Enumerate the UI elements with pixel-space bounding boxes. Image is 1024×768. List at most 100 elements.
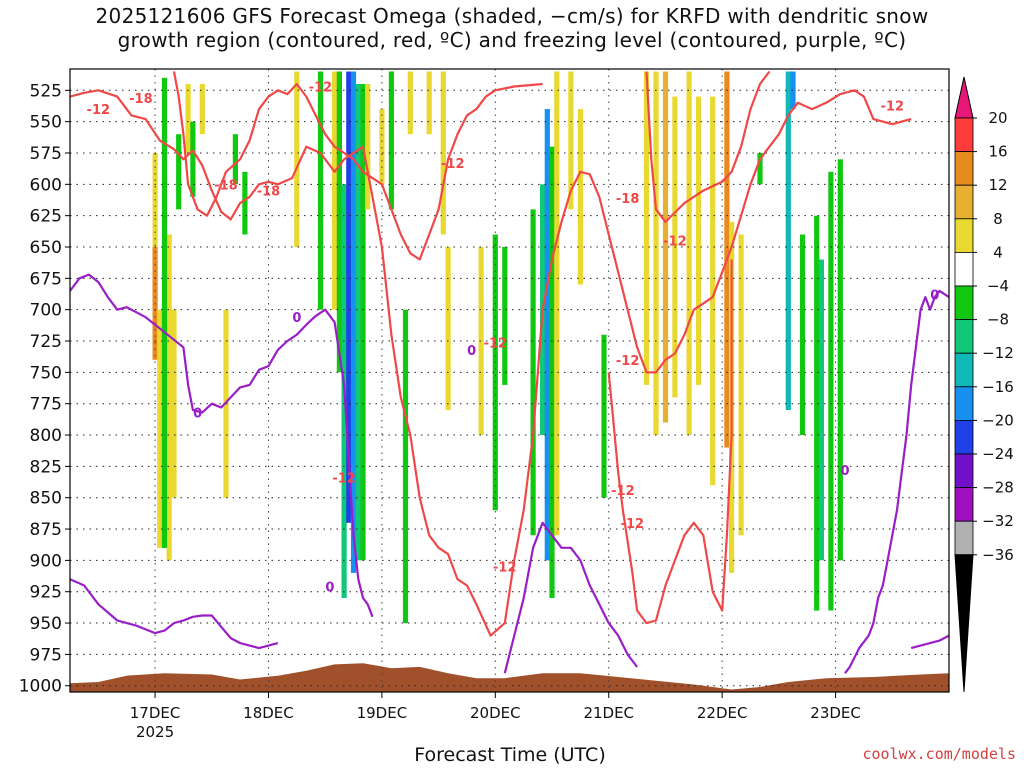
dendritic-contour-line <box>172 71 543 261</box>
dendritic-contour-label: -18 <box>214 178 238 193</box>
x-tick-label: 18DEC <box>243 704 294 722</box>
omega-cell <box>185 84 191 153</box>
freezing-level-contour-label: 0 <box>193 406 202 421</box>
omega-cell <box>662 71 669 423</box>
omega-cell <box>294 71 300 247</box>
y-tick-label: 775 <box>30 395 62 415</box>
freezing-level-contour-line <box>70 273 374 618</box>
omega-cell <box>530 209 536 536</box>
chart-title-line-2: growth region (contoured, red, ºC) and f… <box>117 28 907 52</box>
omega-cell <box>336 71 342 373</box>
omega-cell <box>828 171 834 611</box>
freezing-level-contour-line <box>70 578 279 650</box>
colorbar-label: 16 <box>988 143 1007 161</box>
y-axis: 525 550 575 600 625 650 675 700 725 750 775 800 825 8… <box>19 81 70 697</box>
dendritic-contour-line <box>607 259 733 625</box>
dendritic-contour-label: -12 <box>484 336 508 351</box>
dendritic-contour-line <box>70 89 912 637</box>
y-tick-label: 525 <box>30 81 62 101</box>
x-tick-label: 23DEC <box>810 704 861 722</box>
freezing-level-contour-label: 0 <box>292 311 301 326</box>
credit-text: coolwx.com/models <box>862 745 1016 763</box>
omega-cell <box>502 247 508 385</box>
y-tick-label: 725 <box>30 332 62 352</box>
omega-cell <box>176 134 182 210</box>
y-tick-label: 975 <box>30 645 62 665</box>
chart-title: 2025121606 GFS Forecast Omega (shaded, −… <box>0 4 1024 52</box>
omega-cell <box>355 84 361 561</box>
y-tick-label: 575 <box>30 144 62 164</box>
dendritic-contour-label: -18 <box>129 92 153 107</box>
colorbar-swatch <box>954 151 974 186</box>
colorbar-swatch <box>954 251 974 287</box>
colorbar-label: 20 <box>988 109 1007 127</box>
y-tick-label: 900 <box>30 551 62 571</box>
colorbar-label: 4 <box>993 243 1003 261</box>
freezing-level-contour-label: 0 <box>325 581 334 596</box>
dendritic-contour-label: -12 <box>332 472 356 487</box>
omega-cell <box>317 71 324 310</box>
colorbar-label: −24 <box>982 445 1014 463</box>
dendritic-contour-label: -12 <box>621 517 645 532</box>
colorbar-label: 8 <box>993 210 1003 228</box>
omega-cell <box>577 109 583 285</box>
omega-cell <box>568 71 574 210</box>
omega-cell <box>157 309 163 548</box>
y-tick-label: 550 <box>30 113 62 133</box>
omega-cell <box>785 71 791 410</box>
colorbar-label: −32 <box>982 512 1014 530</box>
plot-frame <box>69 68 950 693</box>
y-tick-label: 850 <box>30 489 62 509</box>
omega-cell <box>478 247 484 435</box>
y-tick-label: 825 <box>30 457 62 477</box>
omega-cell <box>166 234 172 561</box>
omega-cell <box>190 121 196 197</box>
colorbar-label: −16 <box>982 378 1014 396</box>
colorbar-top-arrow <box>954 76 974 119</box>
omega-cell <box>814 215 820 611</box>
omega-cell <box>818 259 824 561</box>
omega-cell <box>544 109 550 561</box>
terrain-ground <box>70 663 949 692</box>
omega-cell <box>242 171 248 235</box>
omega-cell <box>199 84 205 135</box>
dendritic-contour-label: -12 <box>87 103 111 118</box>
omega-cell <box>402 309 409 624</box>
colorbar-label: −36 <box>982 546 1014 564</box>
omega-cell <box>686 71 692 435</box>
y-tick-label: 600 <box>30 175 62 195</box>
omega-cell <box>440 71 446 235</box>
omega-cell <box>710 96 716 486</box>
y-tick-label: 750 <box>30 363 62 383</box>
x-tick-label: 22DEC <box>697 704 748 722</box>
dendritic-contour-line <box>645 70 771 223</box>
colorbar-label: −20 <box>982 411 1014 429</box>
colorbar-label: −12 <box>982 344 1014 362</box>
colorbar-swatch <box>954 453 974 488</box>
terrain-fill <box>70 663 949 692</box>
omega-cell <box>643 71 650 385</box>
omega-cell <box>232 134 238 185</box>
freezing-level-contour-line <box>910 634 949 650</box>
dendritic-contour-label: -12 <box>441 157 465 172</box>
colorbar: 20 16 12 8 4 −4 −8 −12 −16 −20 −24 −28 −32 −36 <box>954 76 1014 693</box>
omega-cell <box>837 159 843 561</box>
omega-cell <box>757 153 763 185</box>
chart-title-line-1: 2025121606 GFS Forecast Omega (shaded, −… <box>95 4 929 28</box>
omega-cell <box>388 71 394 210</box>
dendritic-contour-label: -12 <box>881 99 905 114</box>
x-tick-label: 20DEC <box>470 704 521 722</box>
y-tick-label: 925 <box>30 583 62 603</box>
omega-cell <box>653 71 659 435</box>
freezing-level-contour-line <box>844 289 949 674</box>
colorbar-swatch <box>954 218 974 253</box>
omega-cell <box>379 109 385 185</box>
colorbar-swatch <box>954 386 974 421</box>
omega-cell <box>161 77 168 548</box>
colorbar-bottom-arrow <box>954 554 974 693</box>
x-tick-label: 19DEC <box>357 704 408 722</box>
colorbar-swatch <box>954 419 974 455</box>
y-tick-label: 650 <box>30 238 62 258</box>
